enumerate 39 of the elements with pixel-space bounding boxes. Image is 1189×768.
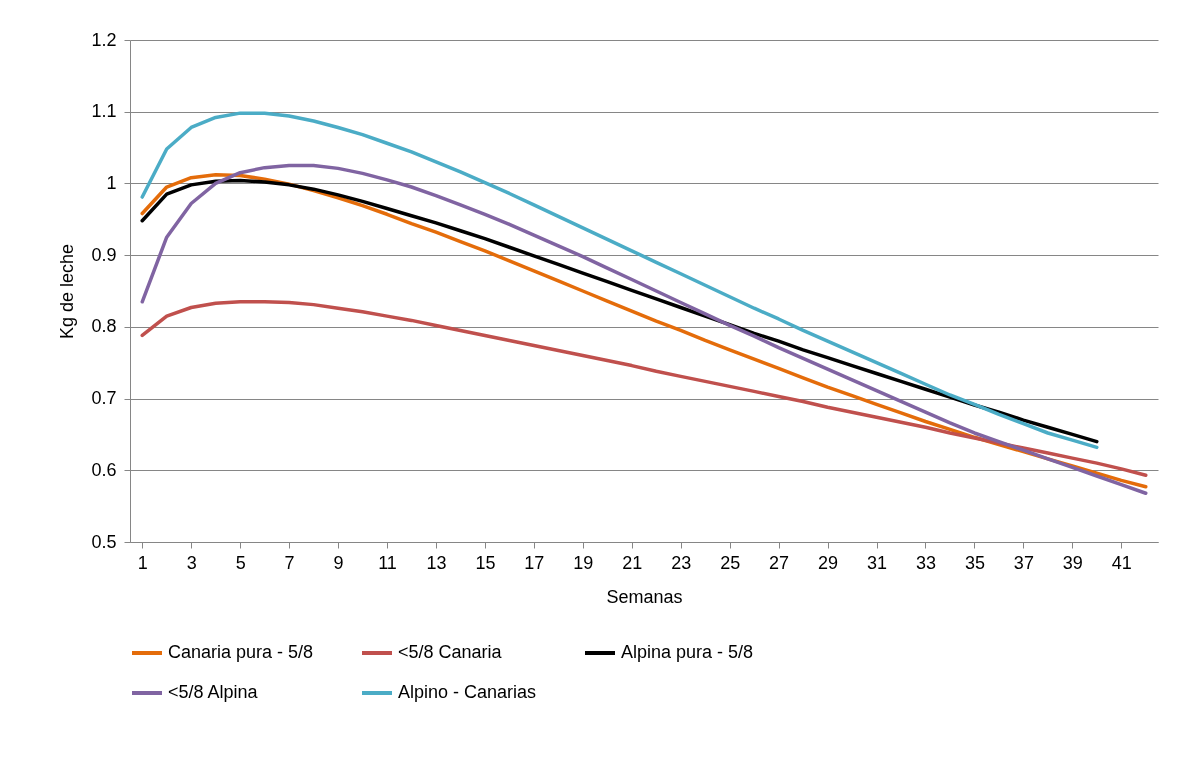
y-tick-label: 0.8: [91, 316, 117, 337]
y-axis-title: Kg de leche: [57, 243, 78, 340]
legend-label: Alpina pura - 5/8: [621, 642, 754, 662]
x-tick-label: 41: [1111, 552, 1132, 573]
x-tick-label: 29: [818, 552, 839, 573]
y-tick-label: 1: [106, 172, 117, 193]
x-tick-label: 35: [964, 552, 985, 573]
x-tick-label: 9: [333, 552, 344, 573]
x-tick-label: 39: [1062, 552, 1083, 573]
x-tick-label: 19: [573, 552, 594, 573]
x-tick-label: 21: [622, 552, 643, 573]
x-tick-label: 1: [137, 552, 148, 573]
x-tick-label: 7: [284, 552, 295, 573]
x-tick-label: 27: [769, 552, 790, 573]
x-tick-label: 3: [186, 552, 197, 573]
legend-label: Alpino - Canarias: [398, 682, 537, 702]
line-series: [140, 300, 1148, 478]
y-tick-label: 0.9: [91, 244, 117, 265]
x-tick-label: 37: [1013, 552, 1034, 573]
y-tick-label: 0.6: [91, 459, 117, 480]
legend-label: <5/8 Alpina: [168, 682, 259, 702]
x-tick-label: 5: [235, 552, 246, 573]
x-tick-label: 17: [524, 552, 545, 573]
x-tick-label: 23: [671, 552, 692, 573]
legend-label: <5/8 Canaria: [398, 642, 503, 662]
line-series: [140, 178, 1099, 444]
line-series: [140, 111, 1099, 450]
y-tick-label: 0.7: [91, 388, 117, 409]
x-tick-label: 31: [867, 552, 888, 573]
y-tick-label: 0.5: [91, 531, 117, 552]
x-tick-label: 33: [915, 552, 936, 573]
x-axis-title: Semanas: [606, 586, 683, 607]
y-tick-label: 1.1: [91, 101, 117, 122]
x-tick-label: 25: [720, 552, 741, 573]
y-tick-label: 1.2: [91, 29, 117, 50]
legend-label: Canaria pura - 5/8: [168, 642, 314, 662]
x-tick-label: 13: [426, 552, 447, 573]
x-tick-label: 11: [378, 552, 397, 573]
x-tick-label: 15: [475, 552, 496, 573]
